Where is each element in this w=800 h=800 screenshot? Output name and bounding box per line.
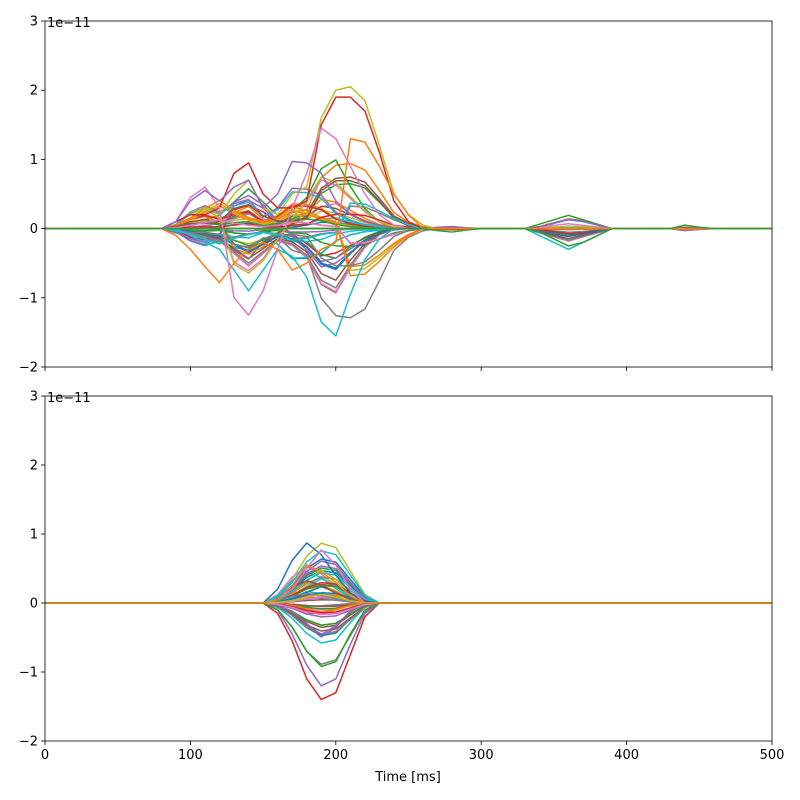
- top-series-line-6: [45, 224, 772, 247]
- bottom-panel-y-ticks: −2 −1 0 1 2 3: [19, 390, 45, 750]
- bottom-series-line-5: [45, 564, 772, 604]
- bottom-y-tick-label-0: 0: [30, 597, 38, 612]
- bottom-panel-x-ticks: 0 100 200 300 400 500: [41, 741, 785, 763]
- bottom-x-tick-label-100: 100: [178, 748, 203, 763]
- top-panel: −2 −1 0 1 2 3 1e−11: [19, 15, 773, 376]
- top-panel-series: [45, 85, 772, 337]
- bottom-y-tick-label--2: −2: [19, 735, 38, 750]
- x-axis-label: Time [ms]: [374, 770, 441, 785]
- bottom-x-tick-label-200: 200: [323, 748, 348, 763]
- top-y-tick-label--2: −2: [19, 361, 38, 376]
- bottom-y-tick-label-1: 1: [30, 528, 38, 543]
- bottom-panel-offset-label: 1e−11: [47, 391, 91, 406]
- bottom-panel: 0 100 200 300 400 500 −2 −1 0 1 2 3 1e−11 Time [ms…: [19, 390, 785, 786]
- top-y-tick-label-3: 3: [30, 15, 38, 30]
- bottom-y-tick-label--1: −1: [19, 666, 38, 681]
- top-panel-frame: [44, 20, 773, 368]
- top-y-tick-label-1: 1: [30, 153, 38, 168]
- bottom-panel-series: [45, 542, 772, 701]
- bottom-y-tick-label-2: 2: [30, 459, 38, 474]
- bottom-x-tick-label-500: 500: [760, 748, 785, 763]
- top-y-tick-label-0: 0: [30, 222, 38, 237]
- bottom-x-tick-label-300: 300: [469, 748, 494, 763]
- bottom-panel-frame: [44, 395, 773, 742]
- top-y-tick-label-2: 2: [30, 84, 38, 99]
- bottom-y-tick-label-3: 3: [30, 390, 38, 405]
- bottom-x-tick-label-0: 0: [41, 748, 49, 763]
- bottom-x-tick-label-400: 400: [614, 748, 639, 763]
- top-panel-x-ticks: [44, 367, 773, 371]
- top-y-tick-label--1: −1: [19, 291, 38, 306]
- top-panel-offset-label: 1e−11: [47, 16, 91, 31]
- top-panel-y-ticks: −2 −1 0 1 2 3: [19, 15, 45, 376]
